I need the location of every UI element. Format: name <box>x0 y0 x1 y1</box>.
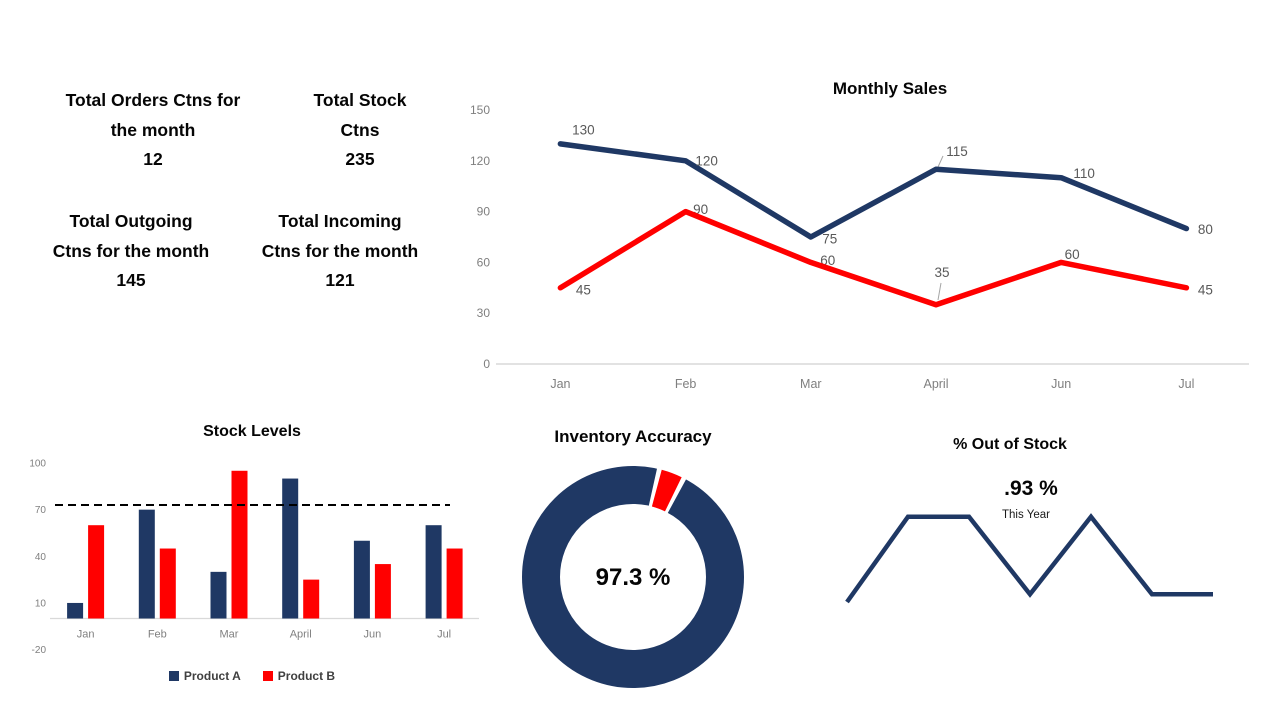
out-of-stock-title: % Out of Stock <box>953 436 1067 453</box>
svg-text:90: 90 <box>477 205 491 219</box>
out-of-stock-value: .93 % <box>1004 477 1058 500</box>
kpi-total-stock: Total Stock Ctns 235 <box>290 86 430 175</box>
kpi-total-orders-label: Total Orders Ctns for the month <box>65 90 241 140</box>
legend-label-product-b: Product B <box>277 669 336 683</box>
legend-item-product-a: Product A <box>168 669 241 683</box>
stock-legend: Product A Product B <box>132 669 372 683</box>
svg-text:150: 150 <box>470 103 490 117</box>
svg-text:Feb: Feb <box>148 629 167 641</box>
svg-text:Mar: Mar <box>800 377 822 391</box>
kpi-total-outgoing: Total Outgoing Ctns for the month 145 <box>21 207 241 296</box>
svg-text:45: 45 <box>576 282 591 297</box>
svg-text:75: 75 <box>822 232 837 247</box>
svg-text:-20: -20 <box>32 645 47 656</box>
svg-text:60: 60 <box>477 255 491 269</box>
svg-text:130: 130 <box>572 122 595 137</box>
svg-text:10: 10 <box>35 598 47 609</box>
kpi-total-incoming-label: Total Incoming Ctns for the month <box>261 211 419 261</box>
svg-text:30: 30 <box>477 306 491 320</box>
svg-text:Jan: Jan <box>550 377 570 391</box>
svg-text:Mar: Mar <box>220 629 239 641</box>
svg-text:April: April <box>923 377 948 391</box>
inventory-accuracy-title: Inventory Accuracy <box>554 427 712 446</box>
kpi-total-orders-value: 12 <box>143 149 163 169</box>
kpi-total-outgoing-value: 145 <box>116 270 146 290</box>
kpi-total-incoming: Total Incoming Ctns for the month 121 <box>230 207 450 296</box>
stock-levels-title: Stock Levels <box>203 423 301 440</box>
svg-text:Feb: Feb <box>675 377 697 391</box>
svg-text:0: 0 <box>483 357 490 371</box>
monthly-sales-title: Monthly Sales <box>832 79 948 98</box>
legend-swatch-product-b <box>262 671 273 681</box>
kpi-total-incoming-value: 121 <box>325 270 355 290</box>
svg-text:April: April <box>290 629 312 641</box>
inventory-accuracy-donut <box>522 466 744 688</box>
svg-text:Jun: Jun <box>1051 377 1071 391</box>
legend-label-product-a: Product A <box>183 669 241 683</box>
out-of-stock-subtitle: This Year <box>1002 509 1050 521</box>
svg-text:110: 110 <box>1073 166 1095 181</box>
svg-text:70: 70 <box>35 505 47 516</box>
svg-text:115: 115 <box>946 144 968 159</box>
svg-text:Jan: Jan <box>77 629 95 641</box>
kpi-total-orders: Total Orders Ctns for the month 12 <box>23 86 283 175</box>
kpi-total-stock-value: 235 <box>345 149 375 169</box>
donut-center-value: 97.3 % <box>595 564 671 591</box>
out-of-stock-sparkline <box>845 513 1213 604</box>
kpi-total-stock-label: Total Stock Ctns <box>313 90 407 140</box>
svg-text:60: 60 <box>1065 247 1080 262</box>
stock-levels-chart: 100 70 40 10 -20 Jan Feb Mar April Jun Jul <box>29 459 479 656</box>
kpi-total-outgoing-label: Total Outgoing Ctns for the month <box>52 211 210 261</box>
legend-swatch-product-a <box>168 671 179 681</box>
svg-text:45: 45 <box>1198 282 1213 297</box>
svg-text:Jun: Jun <box>364 629 382 641</box>
svg-text:80: 80 <box>1198 222 1213 237</box>
svg-text:100: 100 <box>29 459 46 470</box>
svg-text:40: 40 <box>35 552 47 563</box>
legend-item-product-b: Product B <box>262 669 336 683</box>
svg-text:35: 35 <box>934 265 949 280</box>
svg-text:Jul: Jul <box>1178 377 1194 391</box>
svg-text:120: 120 <box>695 153 718 168</box>
svg-text:120: 120 <box>470 154 490 168</box>
svg-text:Jul: Jul <box>437 629 451 641</box>
